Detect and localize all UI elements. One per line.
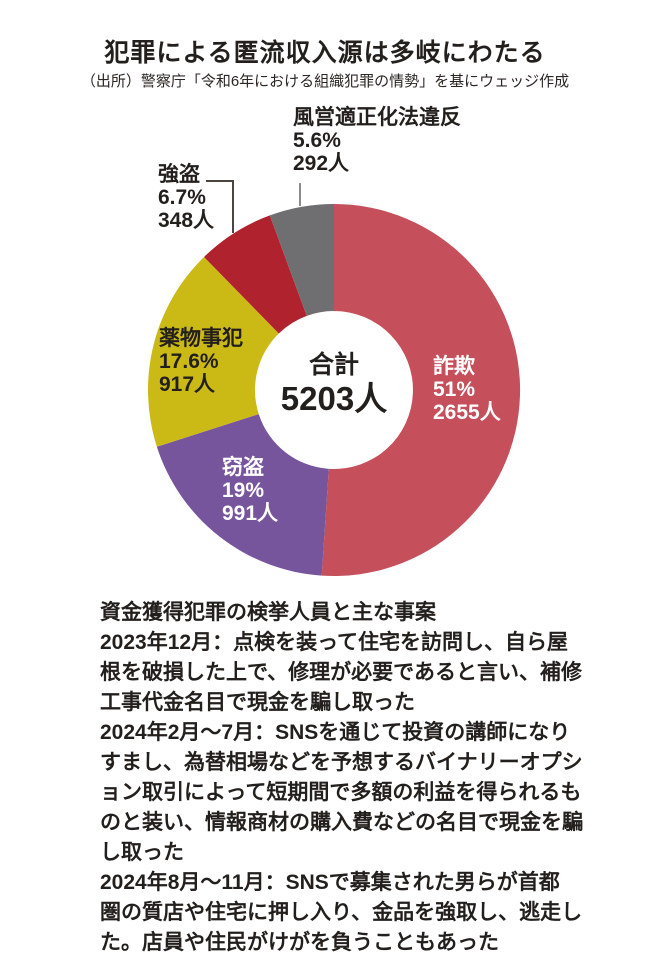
segment-label-fraud: 詐欺 51% 2655人 (433, 355, 501, 424)
segment-label-robbery: 強盗 6.7% 348人 (158, 163, 214, 232)
total-value: 5203人 (280, 380, 388, 417)
donut-segment-1 (156, 414, 329, 576)
donut-segments (147, 203, 521, 576)
segment-count: 2655人 (433, 401, 501, 424)
segment-label-theft: 窃盗 19% 991人 (222, 456, 278, 525)
segment-name: 窃盗 (222, 456, 264, 479)
segment-percent: 19% (222, 479, 265, 502)
total-label: 合計 (308, 351, 359, 379)
notes-paragraph-1: 2023年12月：点検を装って住宅を訪問し、自ら屋 根を破損した上で、修理が必要… (100, 631, 582, 714)
notes-paragraph-2: 2024年2月〜7月：SNSを通じて投資の講師になり すまし、為替相場などを予想… (100, 721, 583, 864)
segment-name: 強盗 (158, 163, 200, 186)
source-note: （出所）警察庁「令和6年における組織犯罪の情勢」を基にウェッジ作成 (80, 73, 570, 90)
segment-count: 348人 (158, 209, 215, 232)
donut-segment-4 (269, 204, 334, 316)
segment-count: 292人 (293, 152, 350, 175)
segment-percent: 51% (433, 378, 476, 401)
notes-heading: 資金獲得犯罪の検挙人員と主な事案 (100, 601, 436, 624)
donut-segment-3 (204, 215, 307, 334)
notes-paragraph-3: 2024年8月〜11月：SNSで募集された男らが首都 圏の質店や住宅に押し入り、… (100, 871, 583, 954)
segment-percent: 5.6% (293, 129, 341, 152)
donut-center-total: 合計 5203人 (234, 351, 434, 418)
segment-label-fueiho: 風営適正化法違反 5.6% 292人 (293, 106, 461, 175)
segment-percent: 6.7% (158, 186, 206, 209)
page-title: 犯罪による匿流収入源は多岐にわたる (104, 39, 546, 67)
segment-count: 991人 (222, 502, 279, 525)
donut-segment-2 (147, 256, 279, 447)
robbery-leader-line (206, 180, 234, 233)
segment-count: 917人 (159, 373, 216, 396)
segment-name: 風営適正化法違反 (293, 106, 461, 129)
segment-percent: 17.6% (159, 350, 219, 373)
segment-name: 薬物事犯 (159, 327, 243, 350)
segment-label-drugs: 薬物事犯 17.6% 917人 (159, 327, 243, 396)
segment-name: 詐欺 (433, 355, 475, 378)
donut-segment-0 (321, 203, 521, 576)
case-notes: 資金獲得犯罪の検挙人員と主な事案 2023年12月：点検を装って住宅を訪問し、自… (100, 598, 600, 958)
